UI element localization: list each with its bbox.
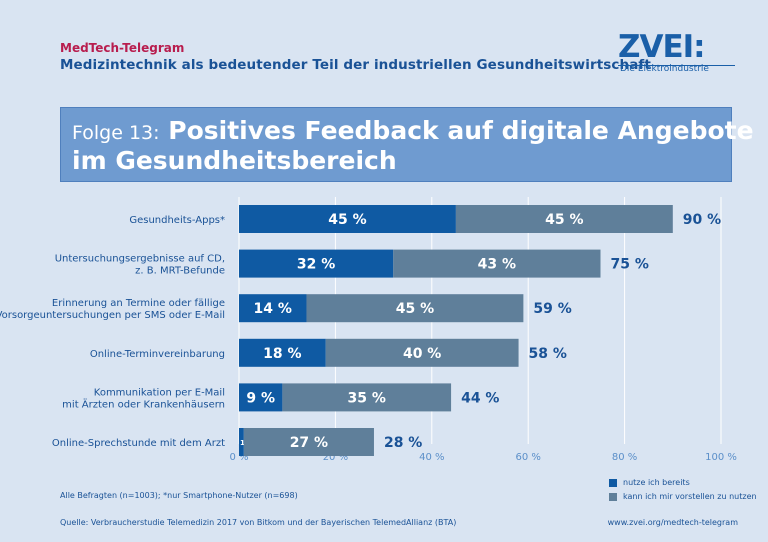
total-label: 75 %: [611, 257, 649, 273]
sample-note: Alle Befragten (n=1003); *nur Smartphone…: [60, 491, 298, 500]
category-label: Vorsorgeuntersuchungen per SMS oder E-Ma…: [0, 310, 225, 321]
banner-title-line-1: Positives Feedback auf digitale Angebote: [168, 116, 754, 145]
segment-label: 9 %: [246, 390, 275, 406]
brand-title: MedTech-Telegram: [60, 41, 185, 55]
legend-label-already: nutze ich bereits: [623, 478, 690, 487]
segment-label: 18 %: [263, 346, 301, 362]
category-label: Kommunikation per E-Mail: [94, 387, 225, 398]
x-tick-label: 100 %: [705, 452, 737, 463]
source-note: Quelle: Verbraucherstudie Telemedizin 20…: [60, 518, 457, 527]
bar-segment: [243, 428, 374, 456]
x-tick-label: 80 %: [612, 452, 637, 463]
segment-label: 40 %: [403, 346, 441, 362]
segment-label: 45 %: [396, 301, 434, 317]
banner-line-1: Folge 13: Positives Feedback auf digital…: [72, 116, 754, 145]
segment-label: 32 %: [297, 257, 335, 273]
total-label: 58 %: [529, 346, 567, 362]
category-label: mit Ärzten oder Krankenhäusern: [62, 397, 225, 410]
bar-segment: [239, 205, 456, 233]
bar-segment: [239, 294, 307, 323]
title-banner: Folge 13: Positives Feedback auf digital…: [60, 107, 754, 182]
bar-segment: [282, 383, 452, 412]
bar-segment: [239, 383, 283, 412]
category-label: z. B. MRT-Befunde: [135, 266, 225, 277]
legend-item-could: kann ich mir vorstellen zu nutzen: [609, 492, 757, 501]
website-link[interactable]: www.zvei.org/medtech-telegram: [607, 518, 738, 527]
category-label: Gesundheits-Apps*: [129, 215, 225, 226]
banner-prefix: Folge 13:: [72, 122, 160, 144]
total-label: 28 %: [384, 435, 422, 451]
bar-segment: [393, 249, 601, 278]
segment-label: 45 %: [328, 212, 366, 228]
logo-wordmark: ZVEI:: [618, 29, 706, 65]
bar-segment: [306, 294, 524, 323]
segment-label: 45 %: [545, 212, 583, 228]
category-label: Untersuchungsergebnisse auf CD,: [55, 254, 225, 265]
bar-segment: [239, 249, 394, 278]
logo-underline: [618, 65, 735, 66]
category-label: Online-Terminvereinbarung: [90, 349, 225, 360]
total-label: 59 %: [533, 301, 571, 317]
logo-tagline: Die Elektroindustrie: [620, 64, 709, 74]
bar-segment: [325, 338, 519, 367]
x-tick-label: 40 %: [419, 452, 444, 463]
x-tick-label: 20 %: [323, 452, 348, 463]
segment-label: 43 %: [478, 257, 516, 273]
category-label: Online-Sprechstunde mit dem Arzt: [52, 438, 225, 449]
category-label: Erinnerung an Termine oder fällige: [52, 298, 225, 309]
page-subtitle: Medizintechnik als bedeutender Teil der …: [60, 57, 651, 73]
legend-swatch-already: [609, 478, 617, 487]
segment-label: 35 %: [348, 390, 386, 406]
zvei-logo: ZVEI: Die Elektroindustrie: [618, 30, 738, 80]
segment-label: 27 %: [290, 435, 328, 451]
total-label: 90 %: [683, 212, 721, 228]
bar-segment: [455, 205, 673, 233]
bar-segment: [239, 428, 244, 456]
segment-label: 14 %: [254, 301, 292, 317]
legend-label-could: kann ich mir vorstellen zu nutzen: [623, 492, 757, 501]
total-label: 44 %: [461, 390, 499, 406]
legend-item-already: nutze ich bereits: [609, 478, 690, 487]
x-tick-label: 60 %: [515, 452, 540, 463]
x-tick-label: 0 %: [229, 452, 248, 463]
bar-segment: [239, 338, 326, 367]
banner-title-line-2: im Gesundheitsbereich: [72, 146, 397, 175]
legend-swatch-could: [609, 492, 617, 501]
